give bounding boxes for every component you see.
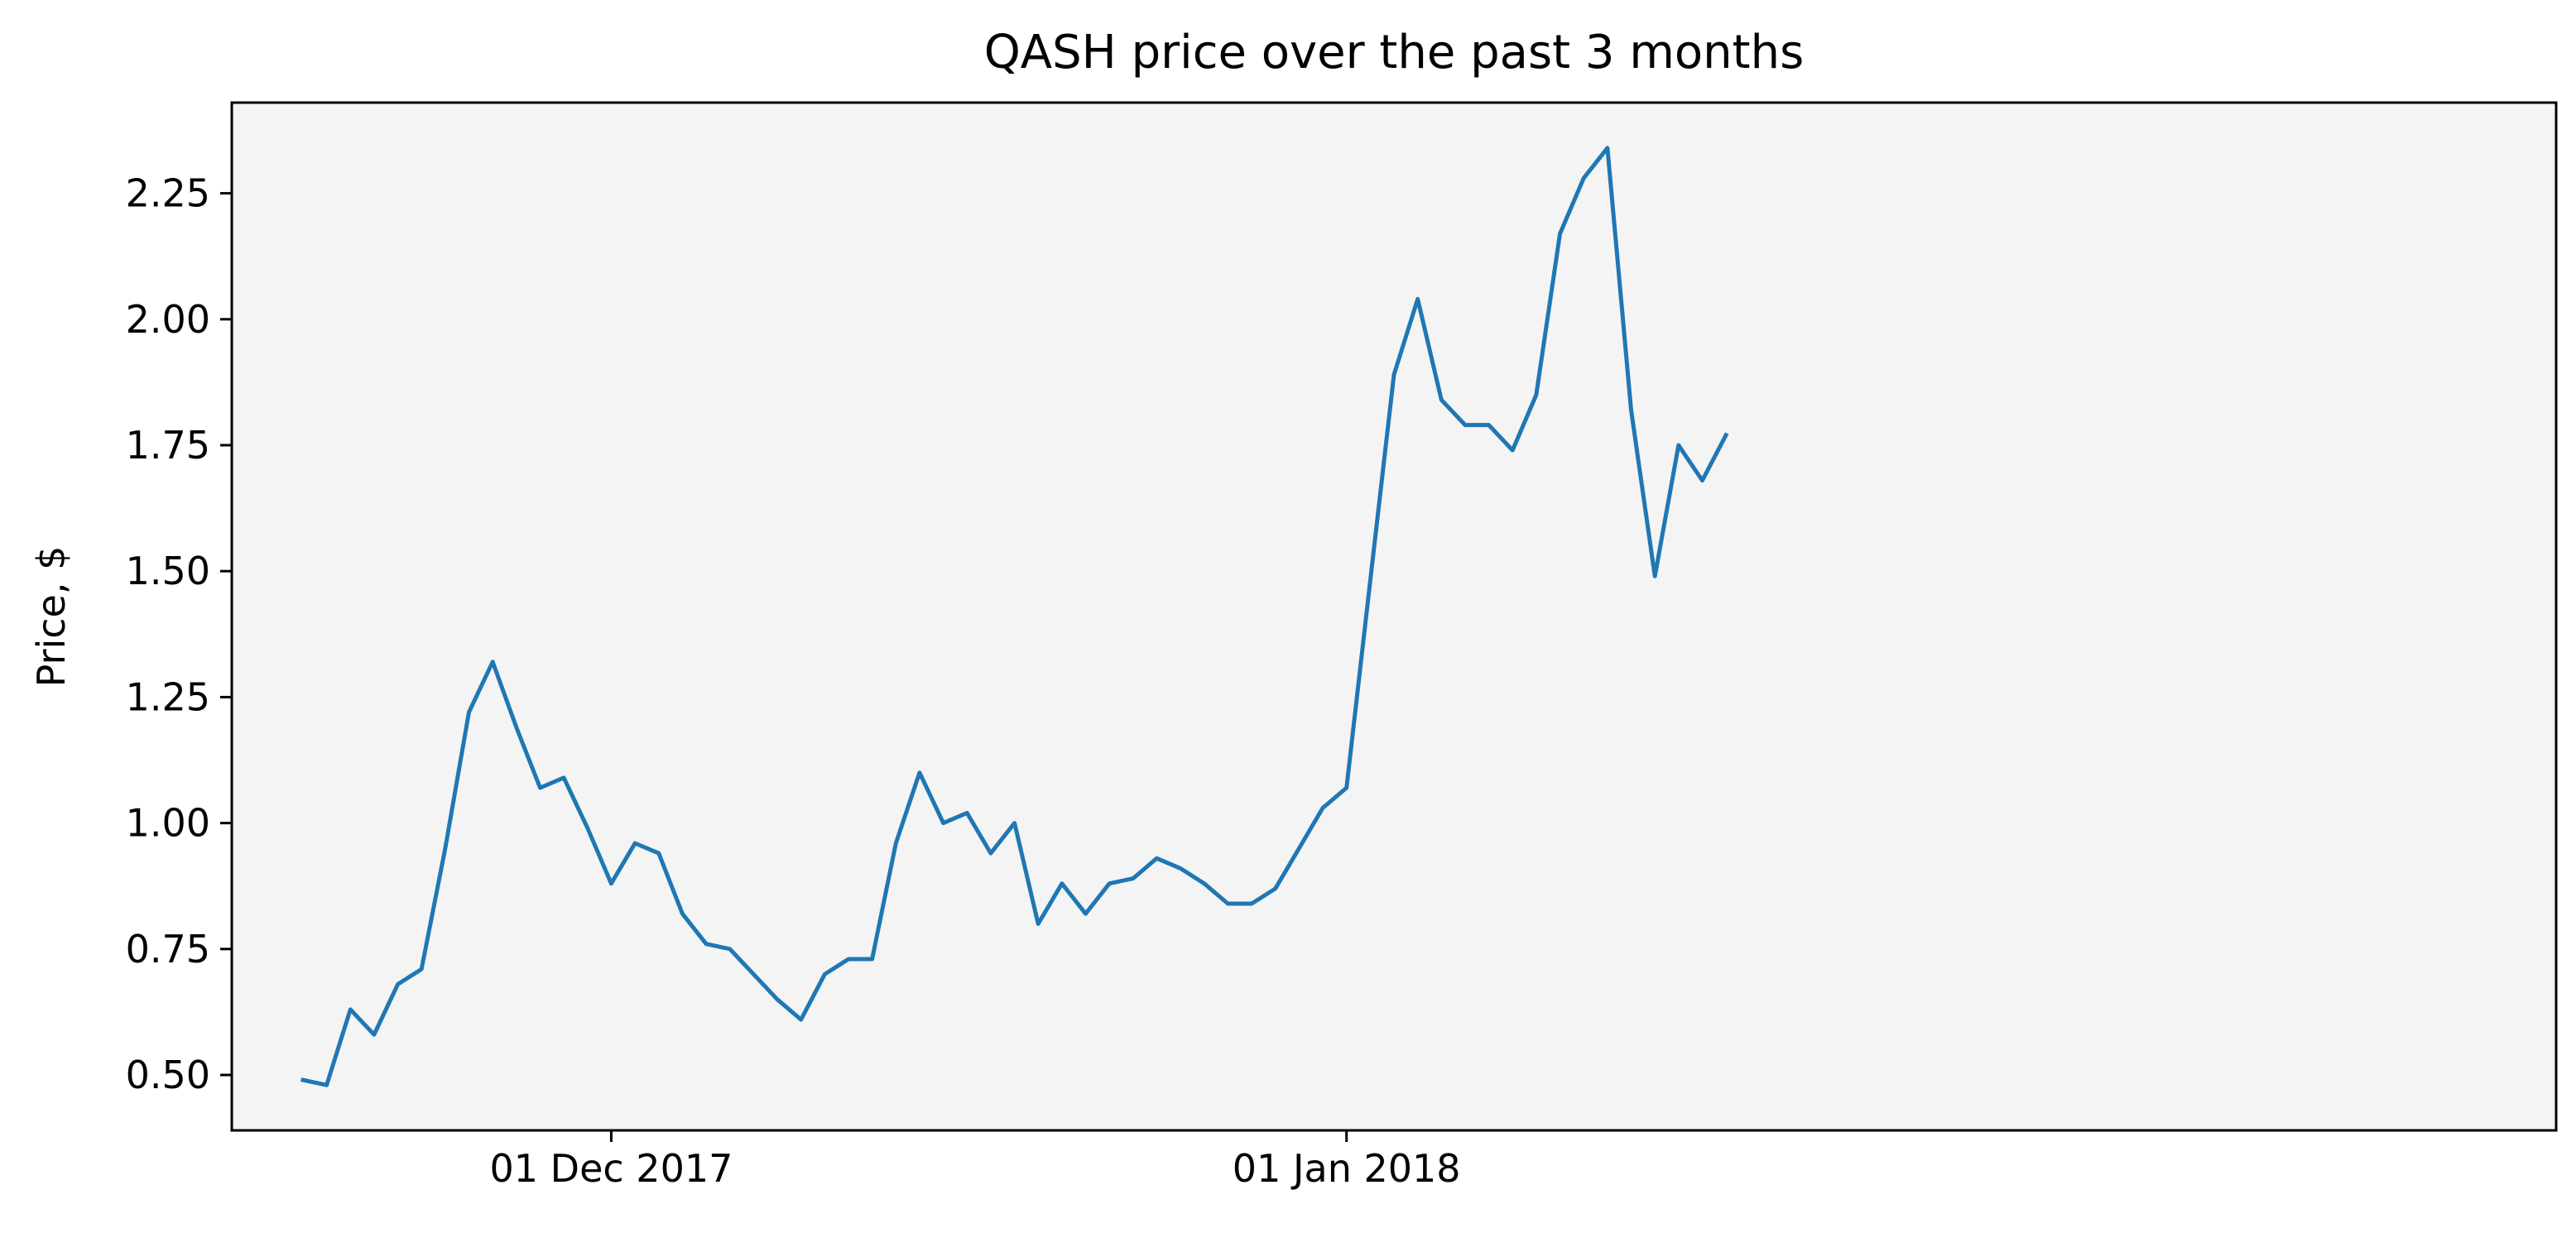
plot-area-frame bbox=[230, 101, 2558, 1132]
y-axis-ticks: 0.50 0.75 1.00 1.25 1.50 1.75 2.00 2.25 bbox=[126, 171, 232, 1097]
x-tick-label: 01 Dec 2017 bbox=[490, 1146, 733, 1191]
chart-title: QASH price over the past 3 months bbox=[984, 26, 1805, 79]
y-tick-label: 2.25 bbox=[126, 171, 210, 216]
plot-area-background bbox=[232, 103, 2556, 1130]
y-tick-label: 2.00 bbox=[126, 297, 210, 342]
y-tick-label: 1.25 bbox=[126, 674, 210, 719]
y-tick-label: 0.75 bbox=[126, 927, 210, 972]
y-tick-label: 1.00 bbox=[126, 801, 210, 846]
x-tick-label: 01 Jan 2018 bbox=[1233, 1146, 1461, 1191]
y-tick-label: 1.75 bbox=[126, 423, 210, 468]
price-series-line bbox=[300, 146, 1729, 1087]
y-axis-label: Price, $ bbox=[29, 546, 74, 688]
x-axis-ticks: 01 Dec 2017 01 Jan 2018 bbox=[490, 1130, 1461, 1191]
y-tick-label: 0.50 bbox=[126, 1053, 210, 1097]
y-tick-label: 1.50 bbox=[126, 549, 210, 593]
